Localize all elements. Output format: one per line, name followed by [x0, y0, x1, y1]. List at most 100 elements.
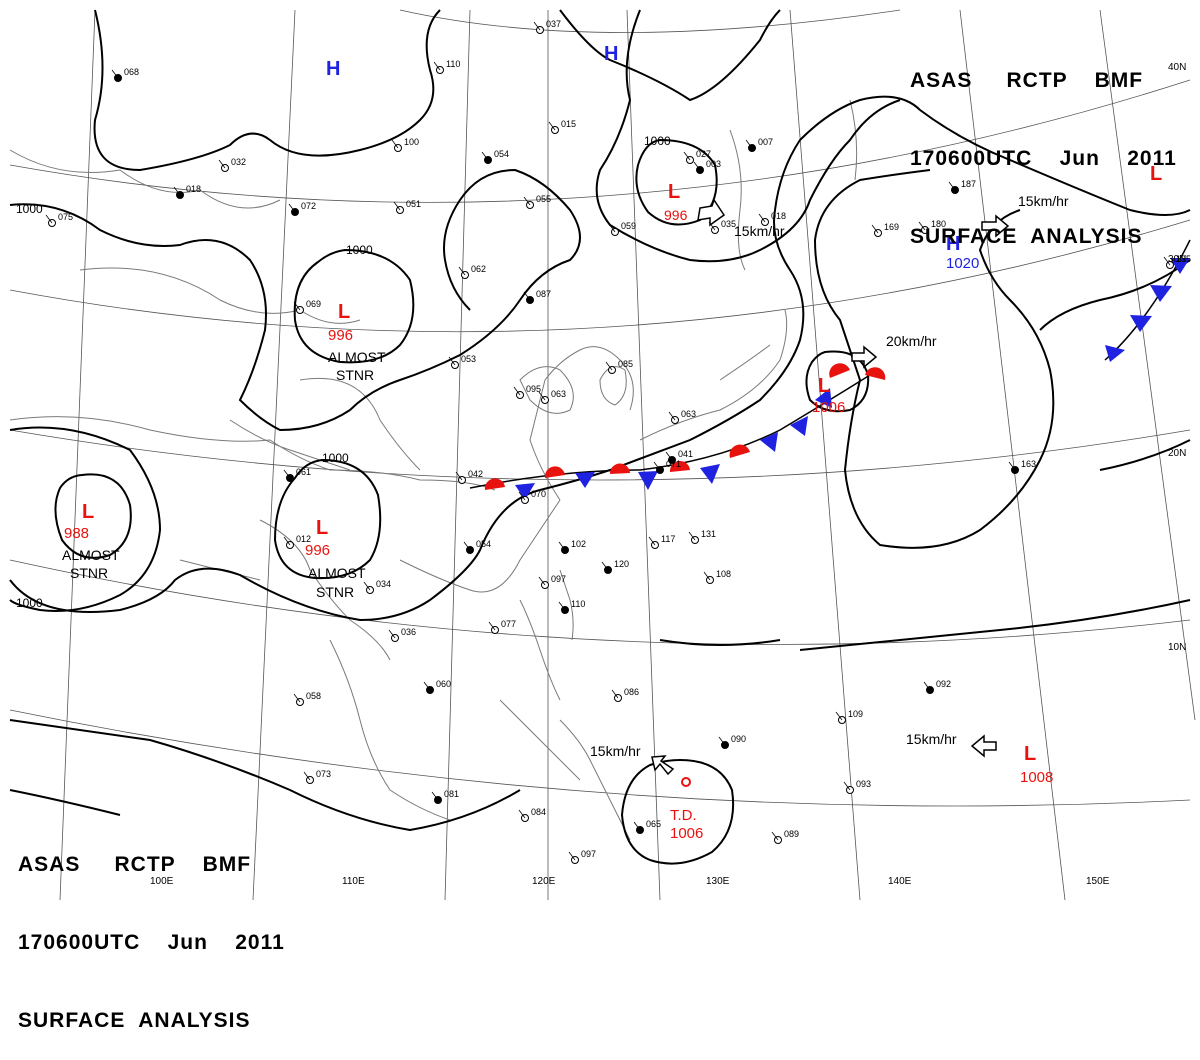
- wind-barb: [518, 491, 526, 501]
- station-pressure: 187: [961, 179, 976, 189]
- station-pressure: 034: [376, 579, 391, 589]
- wind-barb: [458, 266, 466, 276]
- footer-line-1: ASAS RCTP BMF: [18, 853, 252, 876]
- wind-barb: [488, 621, 496, 631]
- station-pressure: 109: [848, 709, 863, 719]
- station-pressure: 090: [731, 734, 746, 744]
- station-pressure: 081: [444, 789, 459, 799]
- station-pressure: 055: [536, 194, 551, 204]
- isobar-label-5: 1000: [644, 134, 671, 148]
- station-pressure: 163: [1021, 459, 1036, 469]
- speed-label-3: 20km/hr: [886, 333, 937, 349]
- isobar-label-1: 1000: [16, 202, 43, 216]
- wind-barb: [918, 221, 926, 231]
- high-label-north: H: [604, 43, 618, 65]
- cold-front-teeth: [515, 388, 832, 500]
- station-pressure: 027: [696, 149, 711, 159]
- station-pressure: 018: [186, 184, 201, 194]
- isobars: [9, 9, 1191, 865]
- wind-barb: [455, 471, 463, 481]
- station-pressure: 042: [468, 469, 483, 479]
- wind-barb: [608, 223, 616, 233]
- station-pressure: 169: [884, 222, 899, 232]
- station-pressure: 073: [316, 769, 331, 779]
- station-pressure: 108: [716, 569, 731, 579]
- station-pressure: 015: [561, 119, 576, 129]
- station-pressure: 069: [306, 299, 321, 309]
- header-top-right: ASAS RCTP BMF 170600UTC Jun 2011 SURFACE…: [910, 16, 1177, 276]
- station-pressure: 060: [436, 679, 451, 689]
- wind-barb: [653, 461, 661, 471]
- low-value-nw: 996: [664, 207, 688, 223]
- wind-barb: [758, 213, 766, 223]
- wind-barb: [363, 581, 371, 591]
- low-value-pacific: 1008: [1020, 769, 1053, 786]
- station-pressure: 075: [58, 212, 73, 222]
- wind-barb: [948, 181, 956, 191]
- wind-barb: [1163, 256, 1171, 266]
- station-pressure: 097: [581, 849, 596, 859]
- low-label-ne: L: [1150, 163, 1162, 185]
- wind-barb: [668, 411, 676, 421]
- station-pressure: 085: [618, 359, 633, 369]
- low-value-west: 988: [64, 525, 89, 542]
- coastlines: [9, 99, 858, 841]
- wind-barb: [693, 161, 701, 171]
- station-pressure: 071: [666, 459, 681, 469]
- wind-barb: [433, 61, 441, 71]
- speed-label-1: 15km/hr: [734, 223, 785, 239]
- speed-label-2: 15km/hr: [1018, 193, 1069, 209]
- wind-barb: [611, 689, 619, 699]
- high-label-siberia: H: [326, 58, 340, 80]
- wind-barb: [303, 771, 311, 781]
- wind-barb: [548, 121, 556, 131]
- header-line-2: 170600UTC Jun 2011: [910, 147, 1177, 170]
- lon-100e: 100E: [150, 876, 174, 887]
- station-pressure: 097: [551, 574, 566, 584]
- station-pressure: 095: [526, 384, 541, 394]
- station-pressure: 084: [531, 807, 546, 817]
- wind-barb: [518, 809, 526, 819]
- station-pressure: 051: [406, 199, 421, 209]
- wind-barb: [423, 681, 431, 691]
- station-pressure: 007: [758, 137, 773, 147]
- lon-150e: 150E: [1086, 876, 1110, 887]
- wind-barb: [513, 386, 521, 396]
- station-pressure: 053: [461, 354, 476, 364]
- wind-barb: [288, 203, 296, 213]
- wind-barb: [111, 69, 119, 79]
- wind-barb: [218, 159, 226, 169]
- almost-stnr-2b: STNR: [70, 565, 108, 581]
- lon-130e: 130E: [706, 876, 730, 887]
- speed-label-5: 15km/hr: [590, 743, 641, 759]
- td-value: 1006: [670, 825, 703, 842]
- lon-120e: 120E: [532, 876, 556, 887]
- station-pressure: 086: [624, 687, 639, 697]
- almost-stnr-3b: STNR: [316, 584, 354, 600]
- station-pressure: 041: [678, 449, 693, 459]
- lat-10n: 10N: [1168, 642, 1186, 653]
- station-pressure: 054: [494, 149, 509, 159]
- station-pressure: 012: [296, 534, 311, 544]
- station-pressure: 087: [536, 289, 551, 299]
- wind-barb: [558, 601, 566, 611]
- almost-stnr-1b: STNR: [336, 367, 374, 383]
- station-pressure: 110: [446, 59, 460, 69]
- low-label-mongolia: L: [338, 301, 350, 323]
- wind-barb: [558, 541, 566, 551]
- high-value-pacific: 1020: [946, 255, 979, 272]
- wind-barb: [448, 356, 456, 366]
- station-pressure: 093: [856, 779, 871, 789]
- speed-label-4: 15km/hr: [906, 731, 957, 747]
- station-pressure: 102: [571, 539, 586, 549]
- wind-barb: [293, 693, 301, 703]
- isobar-label-3: 1000: [322, 451, 349, 465]
- low-label-nw: L: [668, 181, 680, 203]
- wind-barb: [718, 736, 726, 746]
- station-pressure: 092: [936, 679, 951, 689]
- wind-barb: [633, 821, 641, 831]
- lon-140e: 140E: [888, 876, 912, 887]
- wind-barb: [45, 214, 53, 224]
- high-label-pacific: H: [946, 233, 960, 255]
- wind-barb: [538, 391, 546, 401]
